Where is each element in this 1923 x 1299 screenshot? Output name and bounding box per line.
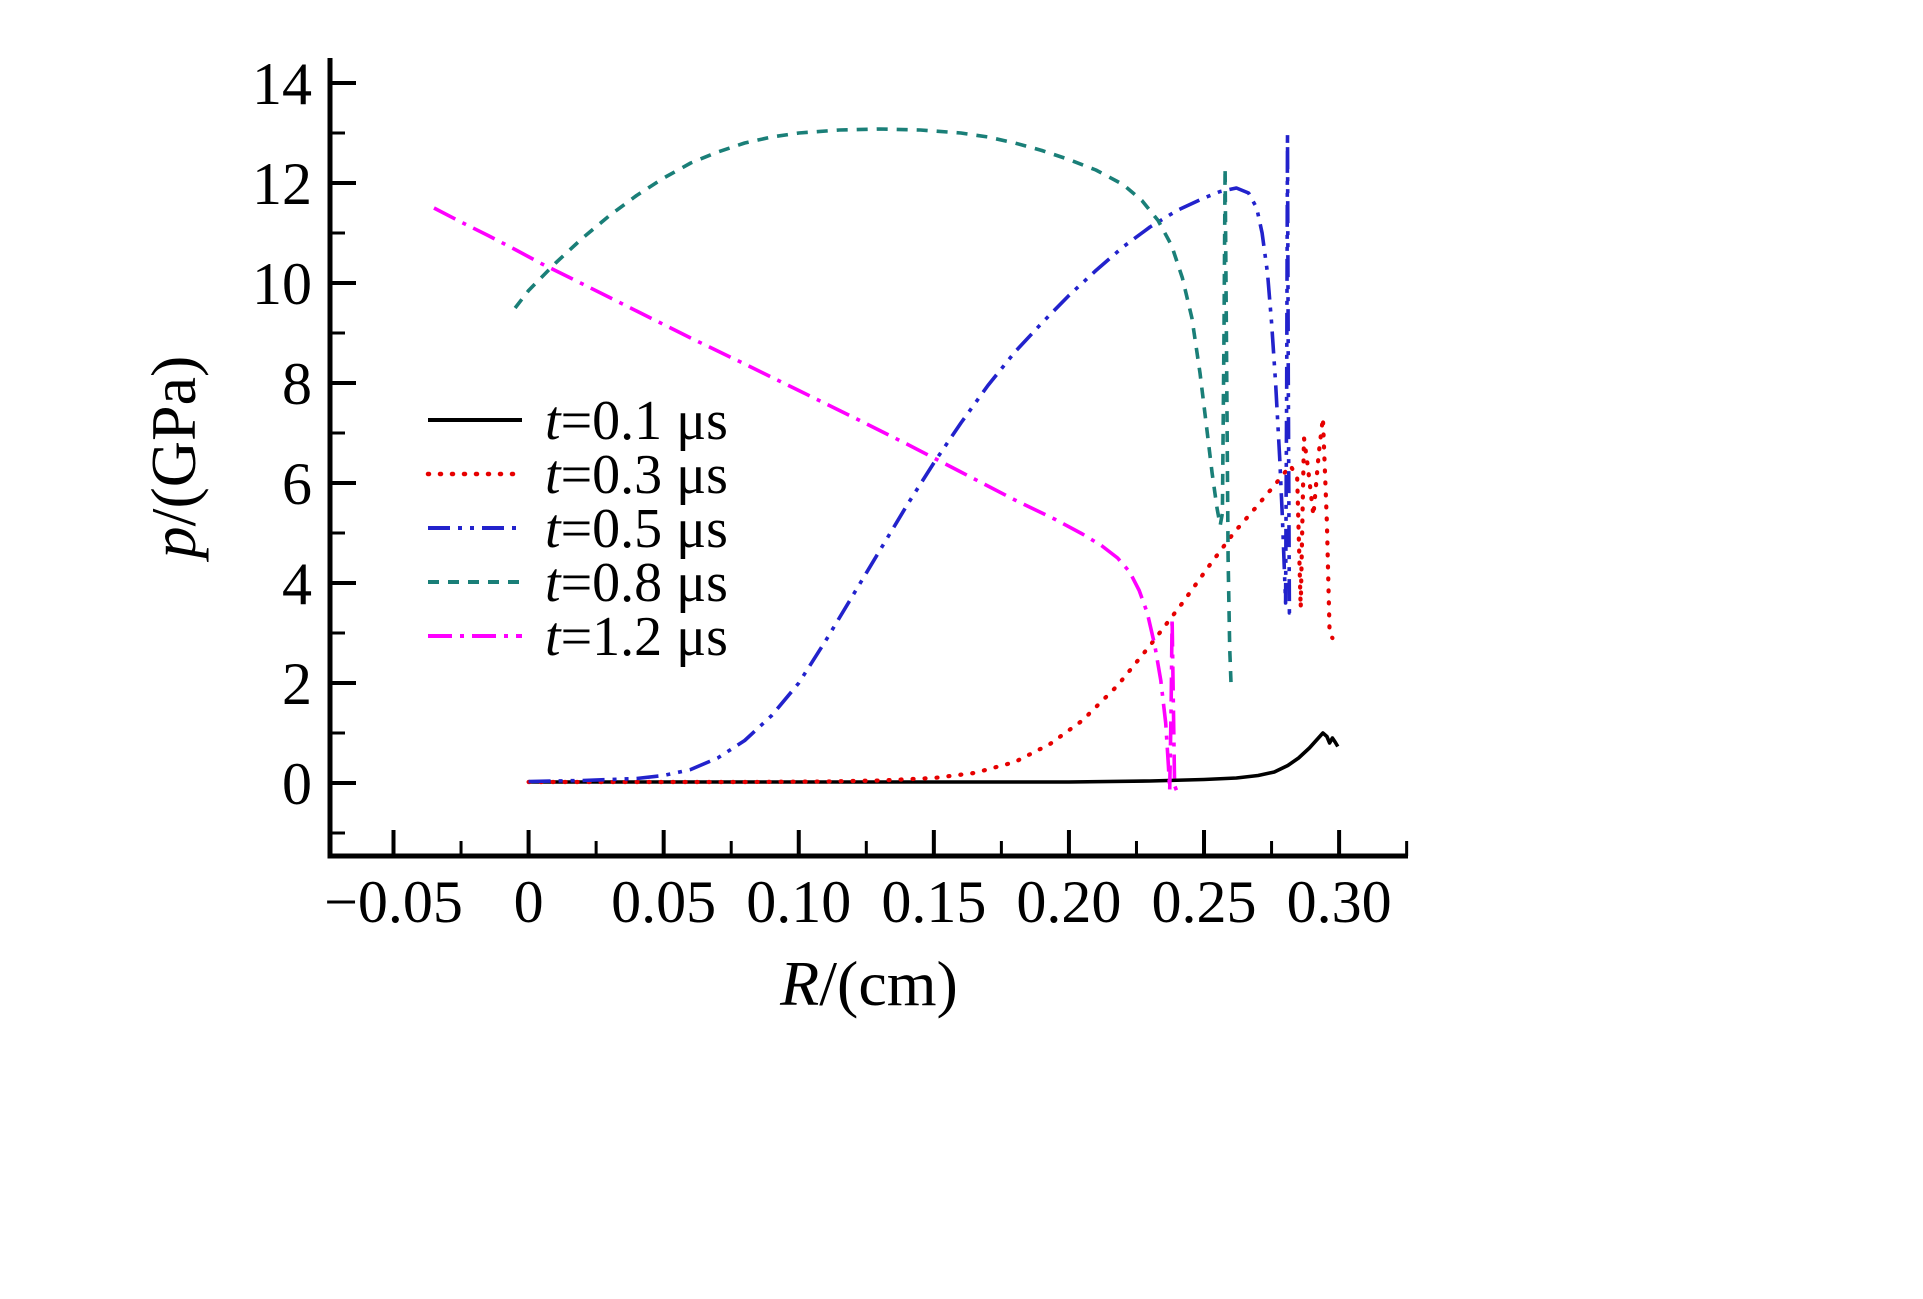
series-line-t-0-5 [528,131,1294,784]
y-tick-label: 12 [252,151,312,217]
y-tick-label: 4 [282,551,312,617]
y-tick-label: 10 [252,251,312,317]
x-tick-label: 0.20 [1016,869,1121,935]
y-tick-label: 14 [252,51,312,117]
x-tick-label: 0.15 [881,869,986,935]
legend-label-t-0-8: t=0.8 μs [545,552,728,614]
legend-label-t-0-1: t=0.1 μs [545,390,728,452]
series-line-t-0-1 [528,731,1340,784]
series-line-t-1-2 [433,206,1179,793]
x-tick-label: −0.05 [324,869,463,935]
y-tick-label: 6 [282,451,312,517]
x-tick-label: 0.10 [746,869,851,935]
y-axis-label: p/(GPa) [138,356,209,563]
series-line-t-0-3 [526,415,1335,785]
series-line-t-0-8 [513,127,1233,684]
legend-label-t-1-2: t=1.2 μs [545,606,728,668]
legend-label-t-0-5: t=0.5 μs [545,498,728,560]
x-tick-label: 0.25 [1152,869,1257,935]
x-axis-label: R/(cm) [779,948,958,1019]
y-tick-label: 2 [282,651,312,717]
x-tick-label: 0.30 [1287,869,1392,935]
legend-label-t-0-3: t=0.3 μs [545,444,728,506]
x-tick-label: 0 [514,869,544,935]
y-tick-label: 8 [282,351,312,417]
y-tick-label: 0 [282,751,312,817]
x-tick-label: 0.05 [611,869,716,935]
